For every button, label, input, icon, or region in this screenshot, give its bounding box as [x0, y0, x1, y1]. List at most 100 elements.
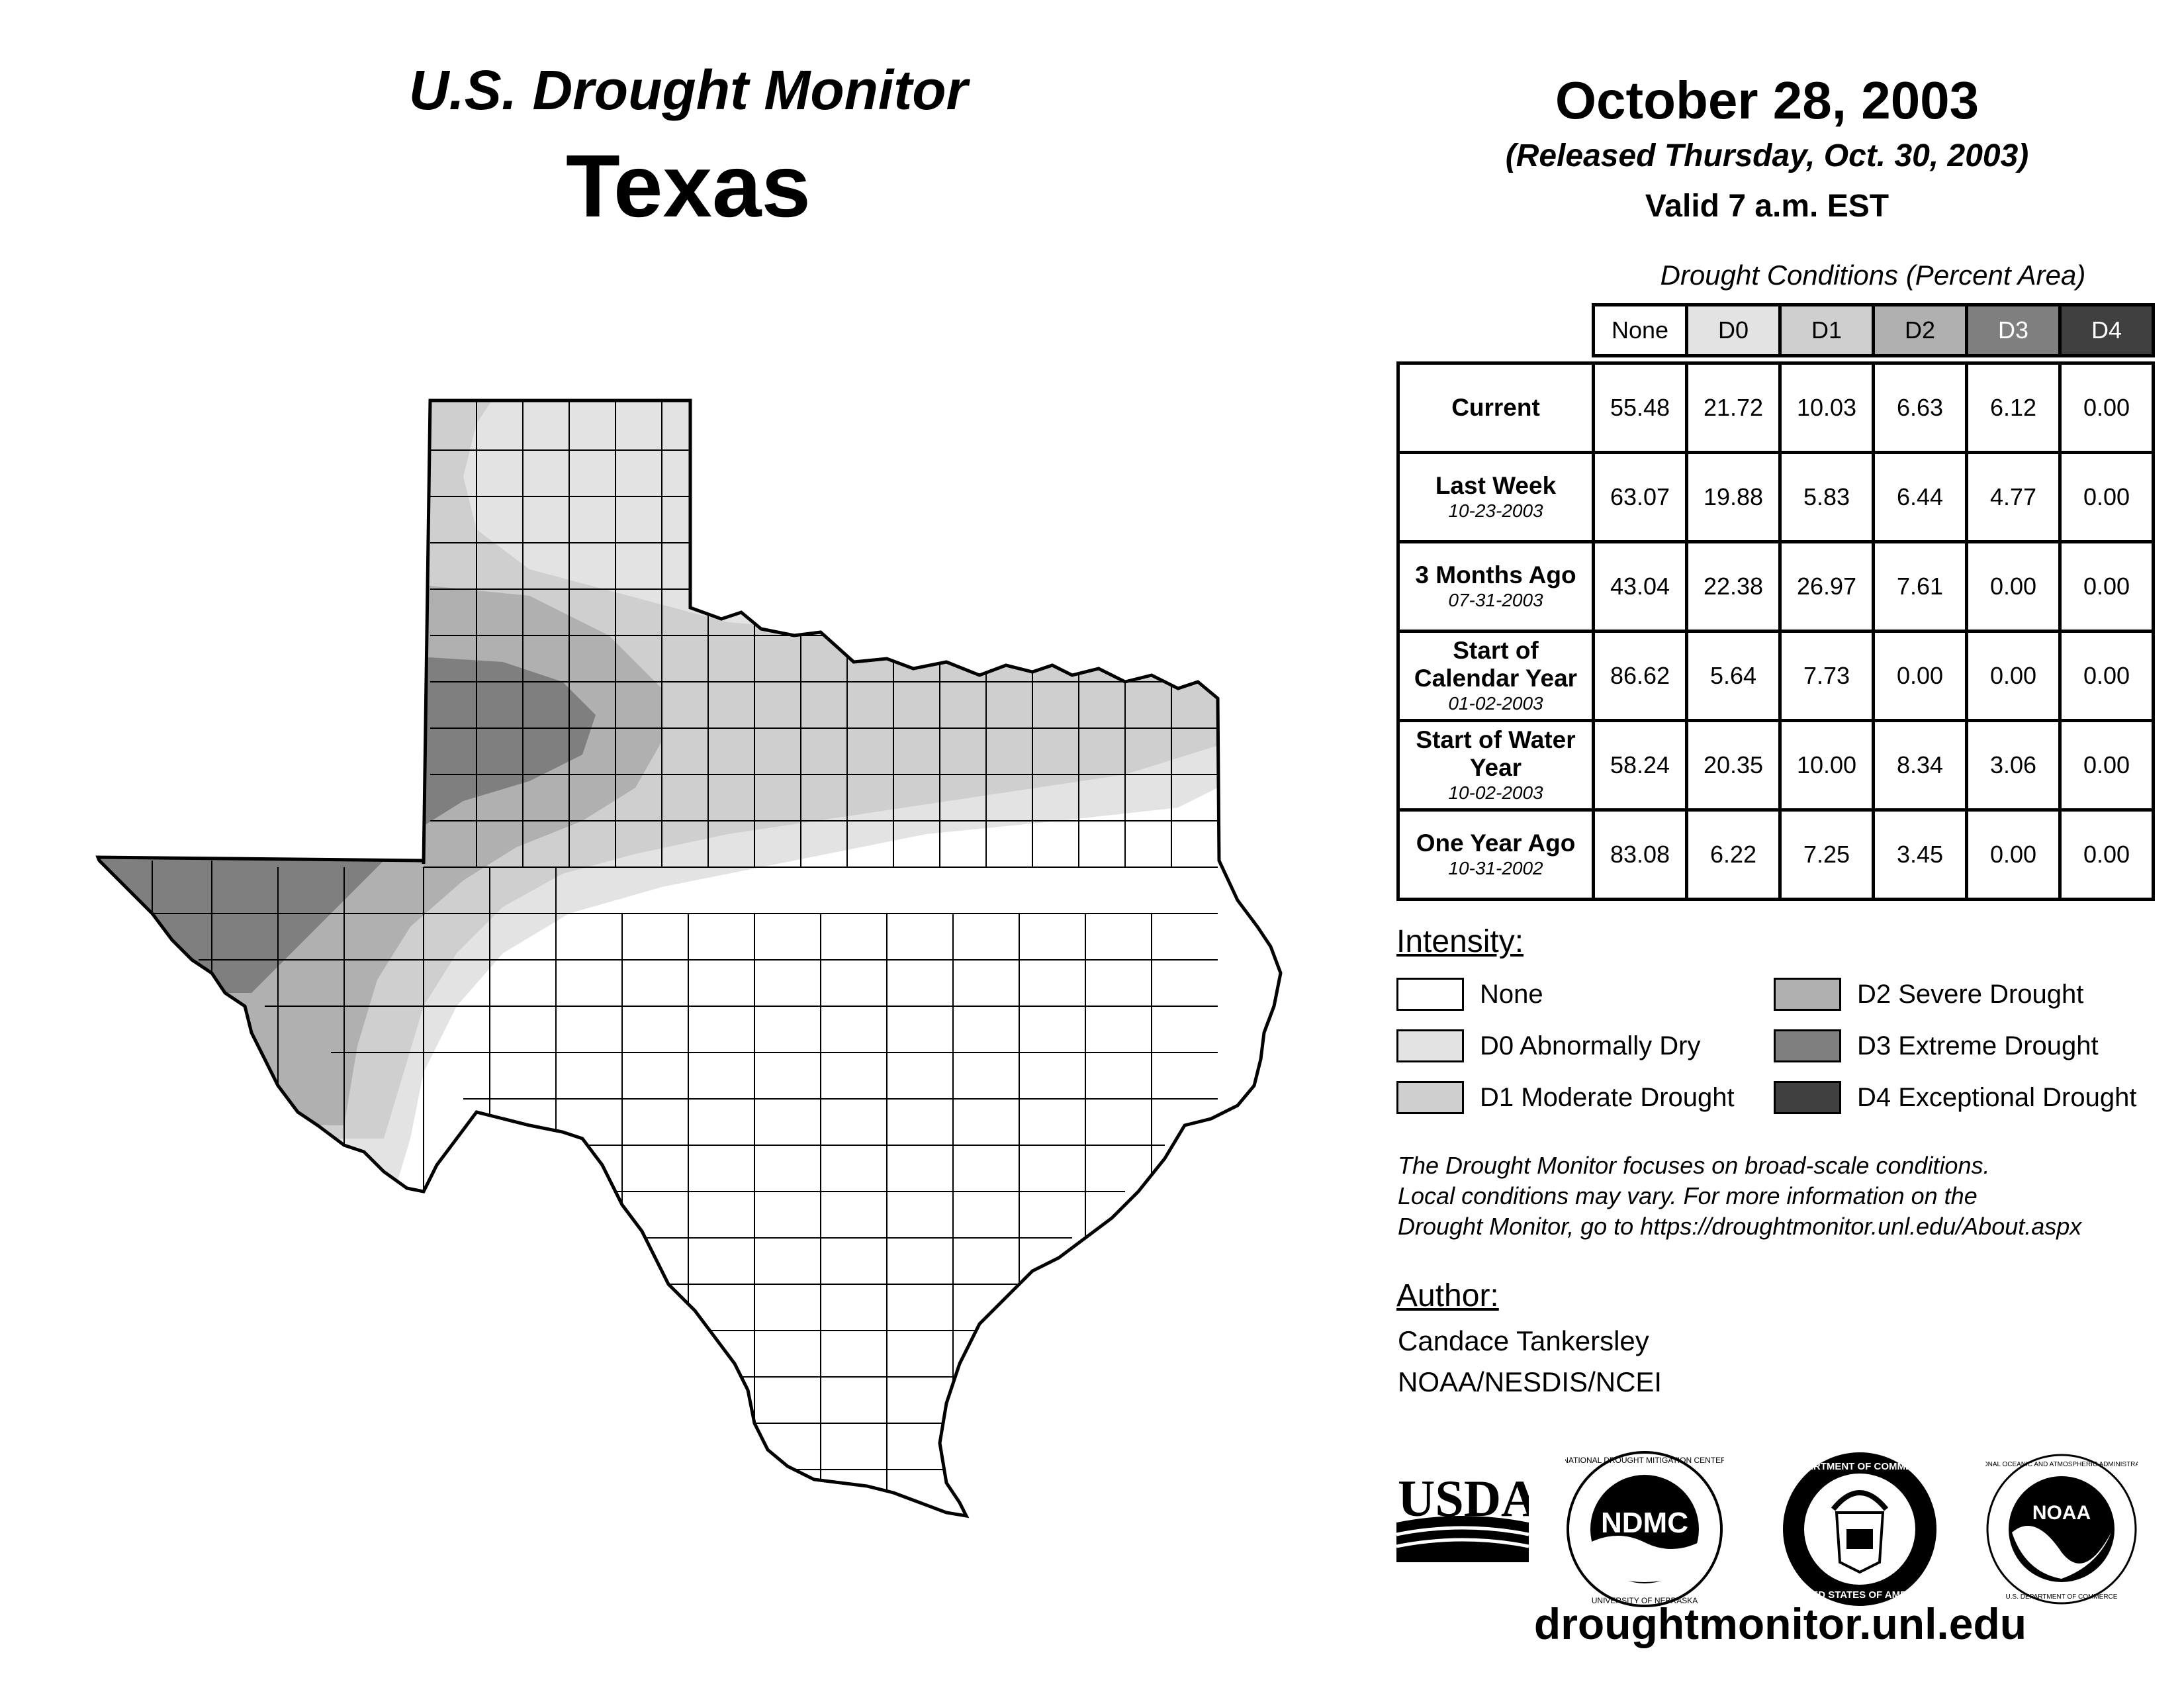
legend-label: D2 Severe Drought [1857, 979, 2084, 1009]
doc-seal-logo: DEPARTMENT OF COMMERCE UNITED STATES OF … [1783, 1452, 1936, 1606]
row-date: 10-31-2002 [1448, 857, 1543, 878]
texas-outline [95, 399, 1283, 1519]
author-org: NOAA/NESDIS/NCEI [1398, 1366, 1662, 1397]
svg-text:UNITED STATES OF AMERICA: UNITED STATES OF AMERICA [1788, 1589, 1931, 1601]
cell-value: 0.00 [1872, 629, 1968, 722]
svg-text:NDMC: NDMC [1601, 1507, 1688, 1539]
col-header-d0: D0 [1685, 303, 1782, 357]
svg-text:UNIVERSITY OF NEBRASKA: UNIVERSITY OF NEBRASKA [1592, 1596, 1698, 1605]
legend-swatch [1774, 978, 1841, 1011]
row-label: One Year Ago 10-31-2002 [1396, 808, 1595, 901]
legend-item-none: None [1396, 974, 1543, 1014]
cell-value: 8.34 [1872, 718, 1968, 812]
noaa-logo: NOAA NATIONAL OCEANIC AND ATMOSPHERIC AD… [1985, 1454, 2138, 1605]
state-title: Texas [565, 137, 811, 236]
row-label: 3 Months Ago 07-31-2003 [1396, 539, 1595, 633]
row-date: 01-02-2003 [1448, 692, 1543, 714]
svg-text:NOAA: NOAA [2032, 1502, 2091, 1524]
author-name: Candace Tankersley [1398, 1325, 1649, 1356]
cell-value: 0.00 [2058, 450, 2155, 543]
cell-value: 0.00 [2058, 808, 2155, 901]
legend-label: D4 Exceptional Drought [1857, 1082, 2137, 1112]
drought-conditions-table: None D0 D1 D2 D3 D4 Current 55.48 21.72 … [1396, 303, 2155, 901]
row-date: 07-31-2003 [1448, 589, 1543, 610]
disclaimer-note: The Drought Monitor focuses on broad-sca… [1398, 1150, 2179, 1242]
legend-swatch [1396, 1029, 1464, 1062]
legend-item-d1: D1 Moderate Drought [1396, 1078, 1735, 1117]
legend-swatch [1774, 1029, 1841, 1062]
table-corner [1398, 305, 1594, 356]
note-line: Drought Monitor, go to https://droughtmo… [1398, 1213, 2082, 1240]
legend-swatch [1774, 1081, 1841, 1114]
legend-title: Intensity: [1396, 924, 1524, 959]
texas-drought-map [95, 399, 1283, 1519]
legend-label: D0 Abnormally Dry [1480, 1031, 1701, 1060]
note-line: Local conditions may vary. For more info… [1398, 1182, 1978, 1209]
cell-value: 5.64 [1685, 629, 1782, 722]
cell-value: 55.48 [1592, 361, 1688, 454]
county-lines [132, 400, 1218, 1493]
legend-swatch [1396, 1081, 1464, 1114]
svg-text:NATIONAL OCEANIC AND ATMOSPHER: NATIONAL OCEANIC AND ATMOSPHERIC ADMINIS… [1985, 1461, 2138, 1468]
cell-value: 58.24 [1592, 718, 1688, 812]
cell-value: 0.00 [2058, 539, 2155, 633]
legend-label: D1 Moderate Drought [1480, 1082, 1735, 1112]
legend-item-d4: D4 Exceptional Drought [1774, 1078, 2136, 1117]
table-header-row: None D0 D1 D2 D3 D4 [1398, 303, 2155, 357]
col-header-d1: D1 [1778, 303, 1875, 357]
col-header-d4: D4 [2058, 303, 2155, 357]
row-label: Current [1396, 361, 1595, 454]
cell-value: 0.00 [2058, 629, 2155, 722]
cell-value: 6.44 [1872, 450, 1968, 543]
map-date: October 28, 2003 [1555, 71, 1979, 130]
legend-item-d0: D0 Abnormally Dry [1396, 1026, 1700, 1066]
legend-item-d3: D3 Extreme Drought [1774, 1026, 2099, 1066]
row-label: Start of Calendar Year 01-02-2003 [1396, 629, 1595, 722]
svg-text:NATIONAL DROUGHT MITIGATION CE: NATIONAL DROUGHT MITIGATION CENTER [1565, 1456, 1724, 1465]
cell-value: 22.38 [1685, 539, 1782, 633]
cell-value: 43.04 [1592, 539, 1688, 633]
row-date: 10-02-2003 [1448, 782, 1543, 803]
table-row: Last Week 10-23-2003 63.07 19.88 5.83 6.4… [1396, 450, 2155, 543]
col-header-none: None [1592, 303, 1688, 357]
cell-value: 86.62 [1592, 629, 1688, 722]
cell-value: 26.97 [1778, 539, 1875, 633]
legend-item-d2: D2 Severe Drought [1774, 974, 2083, 1014]
cell-value: 10.03 [1778, 361, 1875, 454]
cell-value: 7.25 [1778, 808, 1875, 901]
cell-value: 3.06 [1965, 718, 2062, 812]
legend-label: None [1480, 979, 1543, 1009]
valid-time: Valid 7 a.m. EST [1645, 189, 1889, 224]
cell-value: 63.07 [1592, 450, 1688, 543]
svg-text:DEPARTMENT OF COMMERCE: DEPARTMENT OF COMMERCE [1786, 1461, 1933, 1472]
table-row: One Year Ago 10-31-2002 83.08 6.22 7.25 3… [1396, 808, 2155, 901]
author-title: Author: [1396, 1278, 1499, 1313]
cell-value: 3.45 [1872, 808, 1968, 901]
cell-value: 19.88 [1685, 450, 1782, 543]
cell-value: 7.61 [1872, 539, 1968, 633]
release-date: (Released Thursday, Oct. 30, 2003) [1505, 138, 2029, 173]
cell-value: 6.22 [1685, 808, 1782, 901]
usda-logo: USDA [1396, 1470, 1529, 1562]
cell-value: 83.08 [1592, 808, 1688, 901]
col-header-d2: D2 [1872, 303, 1968, 357]
cell-value: 6.12 [1965, 361, 2062, 454]
svg-text:U.S. DEPARTMENT OF COMMERCE: U.S. DEPARTMENT OF COMMERCE [2006, 1593, 2118, 1601]
row-label: Last Week 10-23-2003 [1396, 450, 1595, 543]
cell-value: 5.83 [1778, 450, 1875, 543]
row-label: Start of Water Year 10-02-2003 [1396, 718, 1595, 812]
cell-value: 0.00 [1965, 808, 2062, 901]
cell-value: 0.00 [2058, 718, 2155, 812]
cell-value: 0.00 [1965, 539, 2062, 633]
cell-value: 7.73 [1778, 629, 1875, 722]
table-row: Current 55.48 21.72 10.03 6.63 6.12 0.00 [1396, 361, 2155, 454]
table-row: 3 Months Ago 07-31-2003 43.04 22.38 26.97… [1396, 539, 2155, 633]
monitor-title: U.S. Drought Monitor [408, 59, 968, 121]
note-line: The Drought Monitor focuses on broad-sca… [1398, 1152, 1990, 1179]
cell-value: 0.00 [2058, 361, 2155, 454]
cell-value: 21.72 [1685, 361, 1782, 454]
d3-region [98, 655, 596, 993]
footer-url[interactable]: droughtmonitor.unl.edu [1533, 1599, 2027, 1648]
ndmc-logo: NDMC NATIONAL DROUGHT MITIGATION CENTER … [1565, 1451, 1724, 1607]
col-header-d3: D3 [1965, 303, 2062, 357]
